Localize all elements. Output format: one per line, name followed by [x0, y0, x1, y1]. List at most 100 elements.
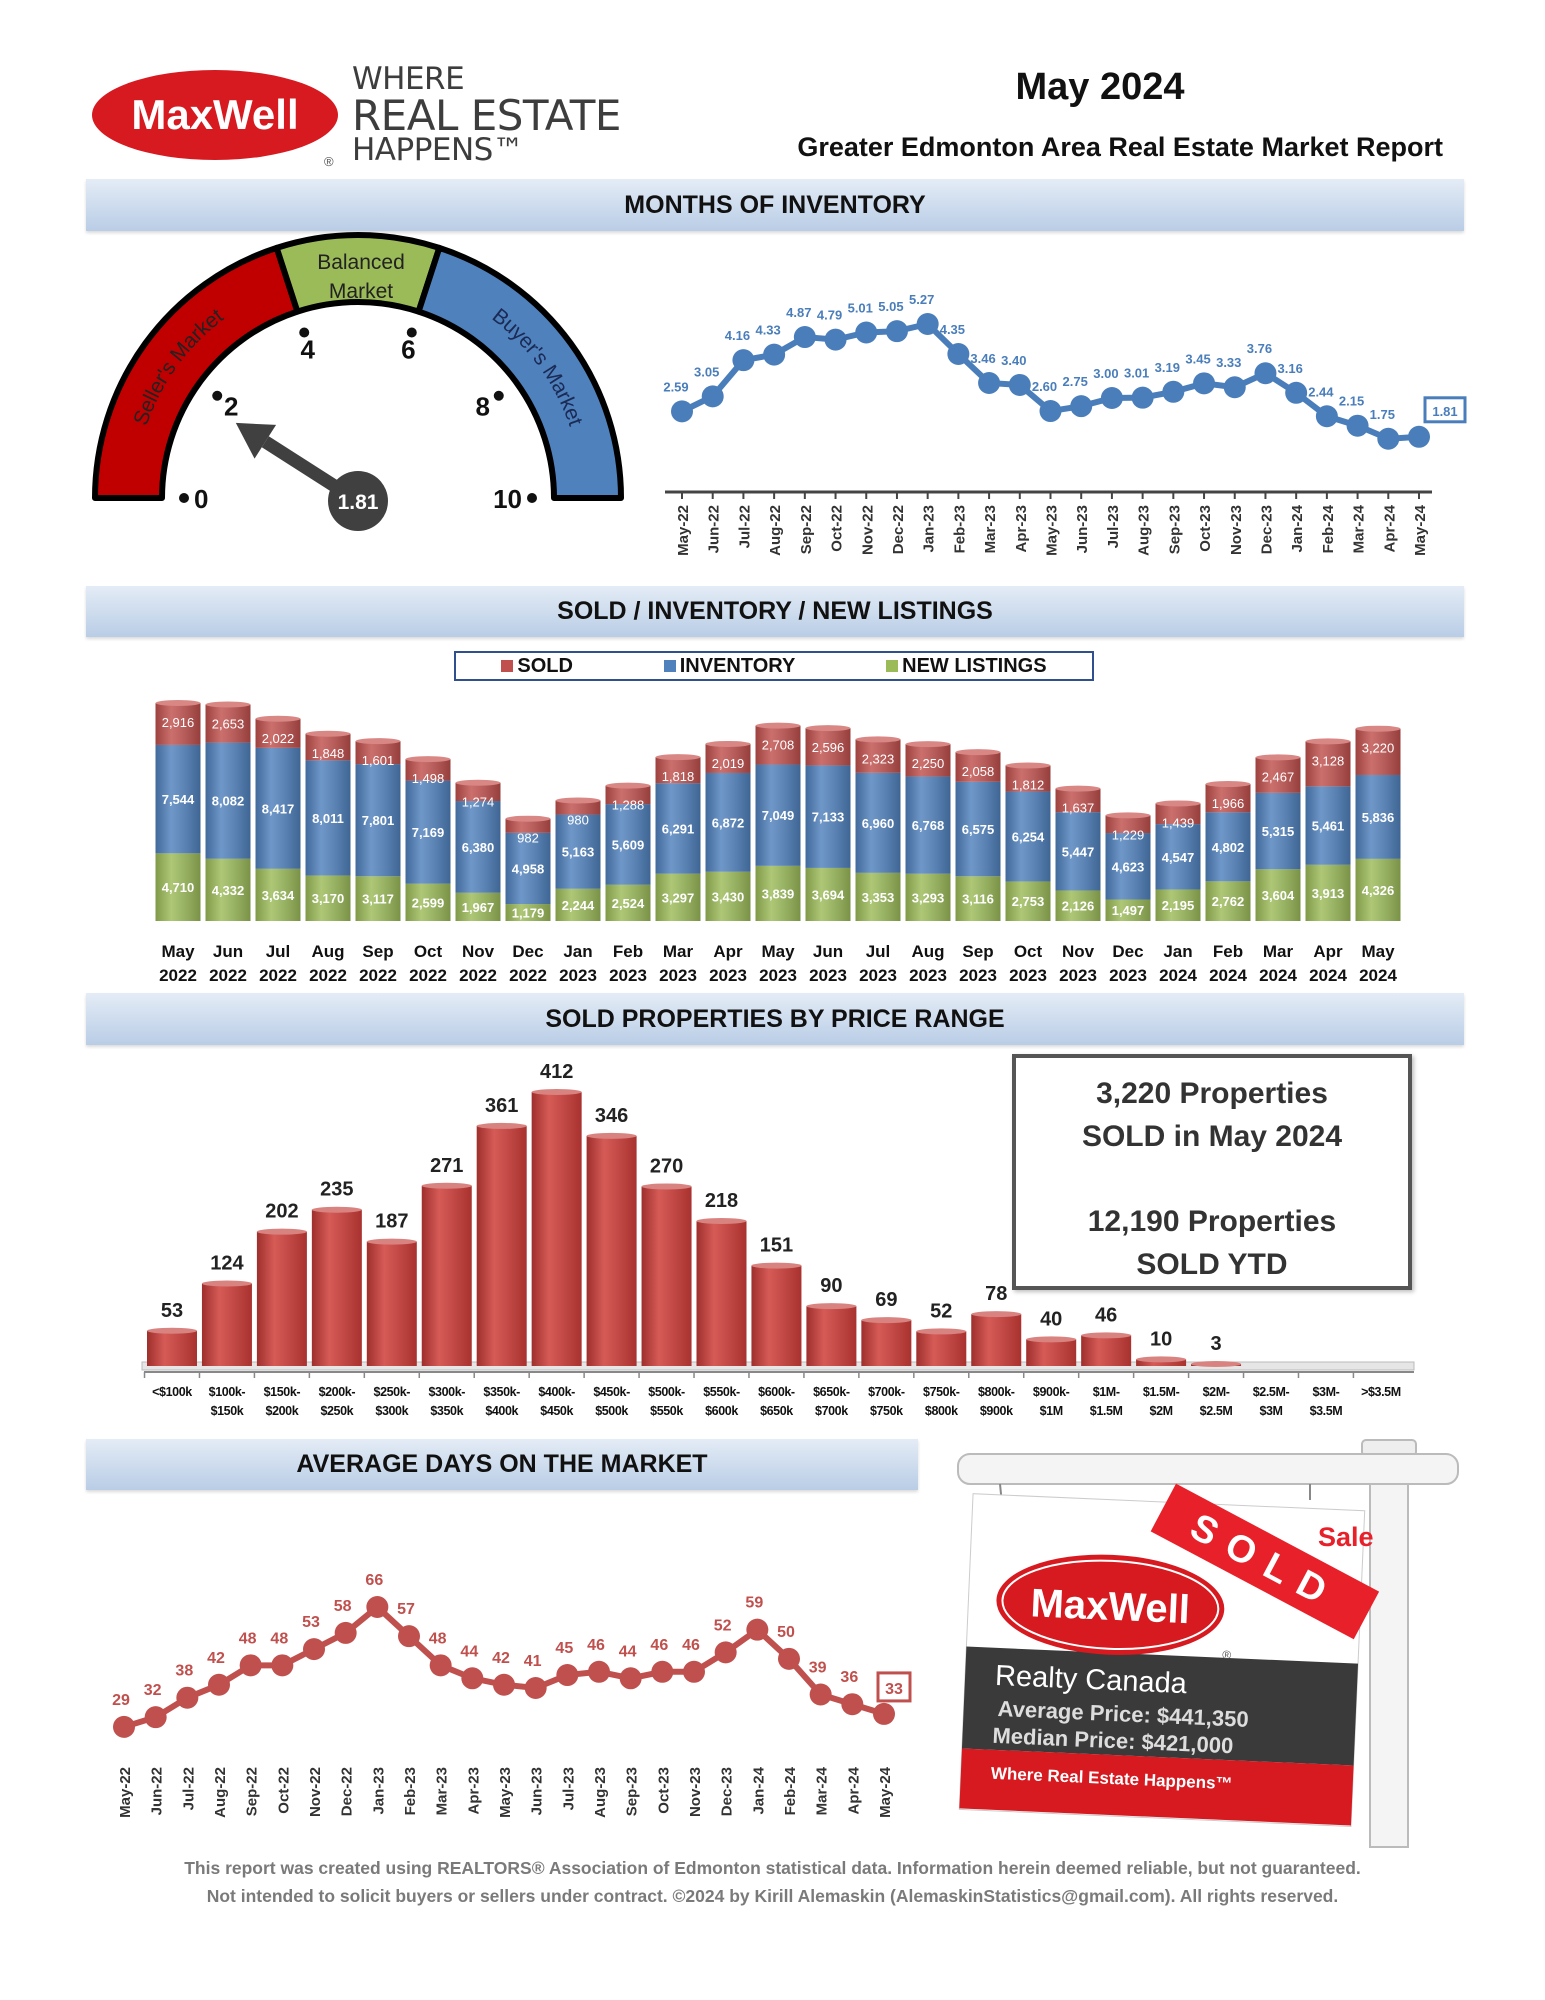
moi-data-label: 3.16 [1278, 361, 1303, 376]
moi-point [1039, 400, 1062, 423]
bar-segment-shade [1055, 812, 1101, 891]
moi-data-label: 2.44 [1308, 384, 1334, 399]
price-x-tick-label-2: $250k [320, 1404, 353, 1418]
bar-cap [205, 701, 251, 708]
x-tick-label-month: Nov [462, 942, 495, 961]
bar-segment-shade [1105, 815, 1151, 834]
dom-data-label: 29 [112, 1692, 130, 1709]
bar-segment-shade [1205, 784, 1251, 813]
price-data-label: 40 [1040, 1308, 1062, 1330]
bar-data-label: 7,133 [812, 810, 845, 825]
dom-data-label: 66 [365, 1572, 383, 1589]
months-of-inventory-gauge: Seller's Market Buyer's Market Balanced … [92, 232, 624, 531]
legend-swatch-inventory [663, 660, 676, 672]
moi-point [1070, 395, 1093, 418]
moi-data-label: 3.46 [970, 351, 995, 366]
bar-segment-shade [1105, 833, 1151, 900]
price-x-tick-label-2: $700k [815, 1404, 848, 1418]
gauge-tick-dot [179, 493, 189, 503]
price-x-tick-label: $1M- [1093, 1385, 1120, 1399]
tagline-line-2: REAL ESTATE [352, 91, 621, 140]
moi-x-tick-label: Mar-24 [1351, 504, 1368, 553]
bar-data-label: 1,848 [312, 746, 345, 761]
moi-data-label: 5.01 [848, 300, 873, 315]
bar-segment-shade [455, 782, 501, 802]
bar-data-label: 5,836 [1362, 810, 1395, 825]
moi-point [947, 342, 970, 365]
dom-x-tick-label: Nov-23 [687, 1767, 704, 1817]
dom-x-tick-label: Aug-23 [592, 1767, 609, 1818]
x-tick-label-year: 2023 [859, 966, 897, 985]
bar-data-label: 3,170 [312, 891, 345, 906]
bar-cap [605, 782, 651, 789]
dom-point [588, 1660, 610, 1683]
x-tick-label-month: Oct [414, 942, 443, 961]
price-x-tick-label-2: $200k [266, 1404, 299, 1418]
dom-data-label: 44 [460, 1643, 478, 1660]
bar-data-label: 7,801 [362, 813, 395, 828]
bar-segment-shade [605, 785, 651, 805]
price-x-tick-label: $900k- [1033, 1385, 1070, 1399]
bar-data-label: 5,461 [1312, 819, 1345, 834]
moi-x-tick-label: Jun-23 [1074, 505, 1091, 553]
price-bar-cap [201, 1280, 252, 1287]
bar-segment-shade [1255, 757, 1301, 793]
bar-data-label: 1,498 [412, 771, 445, 786]
dom-data-label: 46 [650, 1637, 668, 1654]
price-bar-cap [366, 1238, 417, 1245]
x-tick-label-month: Jan [1163, 942, 1192, 961]
price-data-label: 10 [1150, 1328, 1172, 1350]
days-on-market-line-chart: 29 May-22 32 Jun-22 38 Jul-22 42 Aug-22 48 Sep-22… [112, 1572, 912, 1818]
price-data-label: 270 [650, 1155, 683, 1177]
bar-segment-shade [305, 875, 351, 921]
x-tick-label-month: Mar [1263, 942, 1294, 961]
x-tick-label-year: 2024 [1309, 966, 1347, 985]
bar-data-label: 4,802 [1212, 840, 1245, 855]
bar-segment-shade [605, 884, 651, 921]
x-tick-label-month: Dec [512, 942, 543, 961]
bar-segment-shade [1155, 803, 1201, 825]
gauge-value: 1.81 [338, 491, 379, 514]
moi-x-tick-label: Aug-22 [767, 505, 784, 556]
dom-point [493, 1673, 515, 1696]
x-tick-label-month: Sep [962, 942, 993, 961]
moi-point [701, 385, 724, 408]
bar-data-label: 1,966 [1212, 796, 1245, 811]
moi-point [916, 313, 939, 335]
x-tick-label-year: 2023 [1009, 966, 1047, 985]
bar-cap [455, 779, 501, 786]
gauge-tick-label: 2 [224, 392, 238, 422]
bar-segment-shade [1355, 728, 1401, 775]
bar-segment-shade [755, 725, 801, 765]
bar-data-label: 1,812 [1012, 778, 1045, 793]
bar-segment-shade [505, 832, 551, 905]
legend-item-inventory: INVENTORY [663, 655, 795, 678]
x-tick-label-month: Sep [362, 942, 393, 961]
price-bar [147, 1330, 197, 1366]
bar-data-label: 3,634 [262, 888, 295, 903]
footer-line-1: This report was created using REALTORS® … [184, 1858, 1361, 1878]
price-x-tick-label: $650k- [813, 1385, 850, 1399]
price-x-tick-label: $250k- [374, 1385, 411, 1399]
bar-segment-shade [205, 742, 251, 859]
bar-data-label: 2,195 [1162, 898, 1195, 913]
price-data-label: 235 [320, 1179, 353, 1201]
dom-point [524, 1677, 547, 1699]
x-tick-label-year: 2023 [1059, 966, 1097, 985]
bar-cap [655, 754, 701, 761]
bar-segment-shade [155, 703, 201, 745]
dom-data-label: 46 [682, 1637, 700, 1654]
bar-data-label: 1,288 [612, 798, 645, 813]
gauge-label-balanced-2: Market [329, 280, 393, 303]
moi-data-label: 2.59 [663, 379, 688, 394]
price-x-tick-label: >$3.5M [1361, 1385, 1401, 1399]
bar-segment-shade [855, 772, 901, 873]
x-tick-label-year: 2022 [309, 966, 347, 985]
price-x-tick-label-2: $1.5M [1090, 1404, 1123, 1418]
price-bar [641, 1186, 692, 1366]
bar-data-label: 8,011 [312, 811, 344, 826]
moi-x-tick-label: May-24 [1412, 504, 1429, 556]
bar-cap [955, 749, 1001, 756]
dom-point [303, 1638, 325, 1661]
dom-data-label: 58 [334, 1598, 352, 1615]
